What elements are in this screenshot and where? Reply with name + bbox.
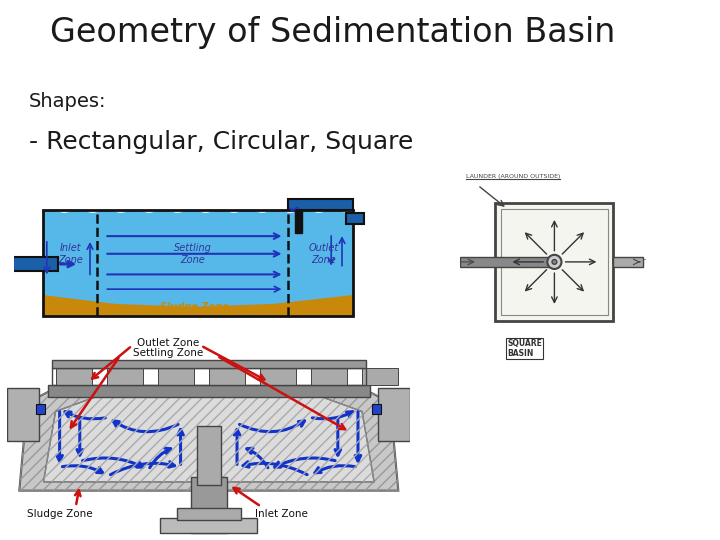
- Bar: [52, 360, 366, 368]
- Bar: [36, 404, 45, 414]
- Circle shape: [547, 255, 562, 269]
- Bar: [378, 388, 410, 441]
- Bar: [197, 426, 221, 485]
- Bar: [7, 388, 40, 441]
- Bar: [191, 477, 227, 533]
- Text: SQUARE
BASIN: SQUARE BASIN: [507, 339, 542, 358]
- Text: - Rectangular, Circular, Square: - Rectangular, Circular, Square: [29, 130, 413, 153]
- Bar: [209, 368, 245, 385]
- Text: Inlet
Zone: Inlet Zone: [58, 243, 83, 265]
- Bar: [613, 257, 643, 267]
- Text: Settling Zone: Settling Zone: [133, 348, 204, 358]
- Bar: [48, 385, 370, 397]
- Bar: [43, 210, 353, 316]
- Bar: [161, 518, 257, 533]
- Bar: [372, 404, 382, 414]
- Bar: [176, 508, 241, 520]
- Text: Outlet
Zone: Outlet Zone: [309, 243, 339, 265]
- Bar: [158, 368, 194, 385]
- Bar: [288, 199, 353, 210]
- Bar: [260, 368, 296, 385]
- Circle shape: [552, 260, 557, 264]
- Text: LAUNDER (AROUND OUTSIDE): LAUNDER (AROUND OUTSIDE): [466, 174, 560, 179]
- Bar: [311, 368, 347, 385]
- Text: Geometry of Sedimentation Basin: Geometry of Sedimentation Basin: [50, 16, 616, 49]
- Bar: [295, 208, 302, 233]
- Bar: [52, 368, 366, 385]
- Bar: [55, 368, 92, 385]
- Text: Outlet Zone: Outlet Zone: [138, 338, 199, 348]
- Bar: [495, 203, 613, 321]
- Text: EFFLUENT: EFFLUENT: [612, 259, 647, 265]
- Bar: [501, 209, 608, 315]
- Polygon shape: [43, 295, 353, 316]
- Text: Inlet Zone: Inlet Zone: [255, 509, 308, 519]
- Bar: [346, 213, 364, 224]
- Text: Sludge Zone: Sludge Zone: [160, 302, 229, 312]
- Text: Shapes:: Shapes:: [29, 92, 107, 111]
- Bar: [362, 368, 398, 385]
- Bar: [43, 210, 353, 316]
- Bar: [0, 256, 58, 272]
- Bar: [460, 257, 557, 267]
- Text: Sludge Zone: Sludge Zone: [27, 509, 92, 519]
- Bar: [107, 368, 143, 385]
- Text: Settling
Zone: Settling Zone: [174, 243, 212, 265]
- Polygon shape: [43, 397, 374, 482]
- Text: INFLUENT: INFLUENT: [460, 259, 494, 265]
- Polygon shape: [19, 388, 398, 491]
